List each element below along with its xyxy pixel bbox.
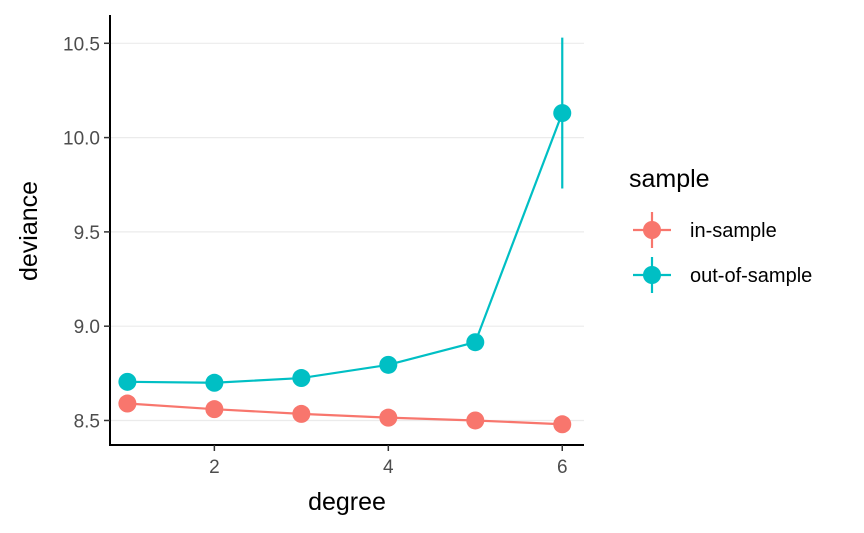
y-tick-label: 10.0 (63, 129, 100, 150)
legend: sample in-sample out-of-sample (629, 165, 812, 293)
data-point (379, 355, 398, 374)
data-point (292, 369, 311, 388)
data-point (466, 411, 485, 430)
data-point (118, 372, 137, 391)
grid (110, 42, 584, 422)
legend-label: out-of-sample (690, 265, 812, 287)
data-point (466, 333, 485, 352)
y-tick-label: 9.0 (74, 317, 100, 338)
x-axis-title: degree (308, 488, 386, 516)
data-point (292, 404, 311, 423)
y-tick-label: 8.5 (74, 411, 100, 432)
plot-area (118, 37, 572, 434)
legend-key-out-of-sample (633, 257, 671, 293)
data-point (379, 408, 398, 427)
legend-key-in-sample (633, 212, 671, 248)
series-in-sample (118, 394, 572, 434)
data-point (553, 415, 572, 434)
y-tick-label: 10.5 (63, 34, 100, 55)
x-tick-label: 6 (557, 457, 568, 478)
series-line (127, 402, 563, 426)
x-tick-label: 4 (383, 457, 394, 478)
legend-key-point (643, 221, 661, 239)
series-line (127, 112, 564, 384)
legend-title: sample (629, 165, 710, 193)
x-tick-label: 2 (209, 457, 220, 478)
legend-label: in-sample (690, 220, 777, 242)
data-point (118, 394, 137, 413)
legend-key-point (643, 266, 661, 284)
data-point (205, 373, 224, 392)
y-axis-title: deviance (15, 181, 43, 281)
series-out-of-sample (118, 37, 572, 392)
data-point (205, 400, 224, 419)
axes: 8.5 9.0 9.5 10.0 10.5 2 4 6 (63, 15, 584, 478)
data-point (553, 104, 572, 123)
y-tick-label: 9.5 (74, 223, 100, 244)
